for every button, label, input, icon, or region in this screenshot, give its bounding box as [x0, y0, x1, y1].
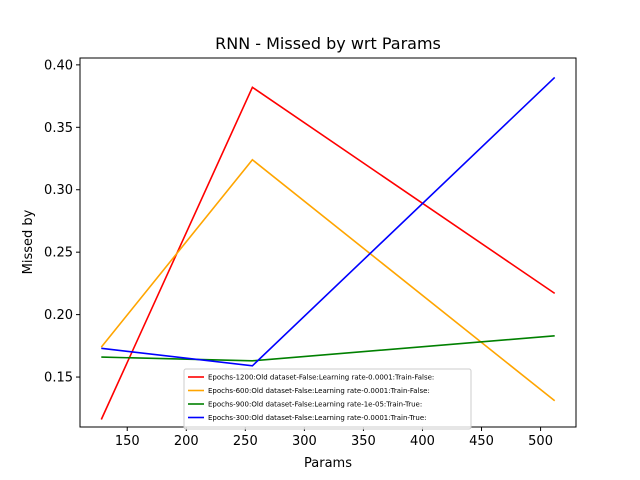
legend-entry: Epochs-300:Old dataset-False:Learning ra… — [208, 414, 427, 422]
chart-title: RNN - Missed by wrt Params — [215, 34, 441, 53]
legend-entry: Epochs-900:Old dataset-False:Learning ra… — [208, 401, 422, 409]
y-tick-label: 0.35 — [44, 121, 73, 136]
y-tick-label: 0.25 — [44, 246, 73, 261]
series-lines — [100, 76, 556, 420]
x-axis-label: Params — [304, 456, 352, 471]
x-tick-label: 350 — [351, 434, 376, 449]
y-tick-label: 0.40 — [44, 58, 73, 73]
x-tick-label: 400 — [410, 434, 435, 449]
series-line-2 — [100, 158, 556, 402]
series-line-4 — [101, 76, 556, 367]
x-axis: 150 200 250 300 350 400 450 500 — [115, 427, 553, 449]
x-tick-label: 200 — [174, 434, 199, 449]
series-line-3 — [101, 335, 555, 362]
series-line-1 — [100, 86, 556, 420]
x-tick-label: 150 — [115, 434, 140, 449]
x-tick-label: 500 — [528, 434, 553, 449]
legend: Epochs-1200:Old dataset-False:Learning r… — [183, 368, 472, 430]
x-tick-label: 250 — [233, 434, 258, 449]
y-tick-label: 0.20 — [44, 308, 73, 323]
y-axis: 0.15 0.20 0.25 0.30 0.35 0.40 — [44, 58, 80, 386]
legend-entry: Epochs-600:Old dataset-False:Learning ra… — [208, 387, 430, 395]
legend-box — [183, 368, 472, 430]
y-tick-label: 0.15 — [44, 371, 73, 386]
y-tick-label: 0.30 — [44, 183, 73, 198]
y-axis-label: Missed by — [21, 209, 36, 274]
x-tick-label: 300 — [292, 434, 317, 449]
x-tick-label: 450 — [469, 434, 494, 449]
legend-entry: Epochs-1200:Old dataset-False:Learning r… — [208, 374, 434, 382]
